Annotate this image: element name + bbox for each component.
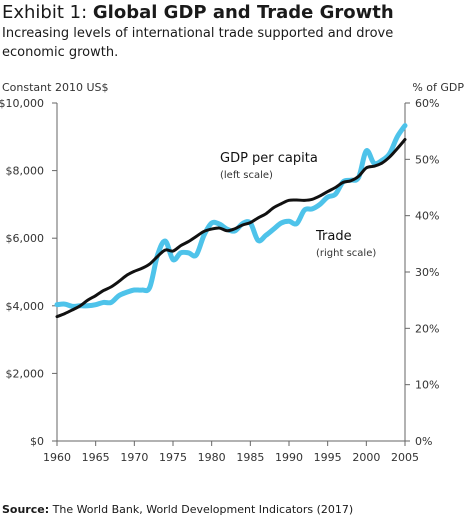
gdp-series-line (55, 138, 407, 319)
right-tick-label: 20% (415, 322, 439, 335)
chart-title: Exhibit 1: Global GDP and Trade Growth (2, 2, 394, 24)
right-tick-label: 50% (415, 153, 439, 166)
gdp-annotation: GDP per capita (left scale) (220, 151, 318, 181)
x-tick-label: 2000 (352, 451, 380, 464)
title-prefix: Exhibit 1: (2, 2, 93, 23)
x-tick-label: 1985 (236, 451, 264, 464)
x-tick-label: 1960 (43, 451, 71, 464)
x-tick-label: 1965 (82, 451, 110, 464)
right-tick-label: 40% (415, 210, 439, 223)
title-main: Global GDP and Trade Growth (92, 2, 394, 23)
left-tick-label: $8,000 (6, 165, 45, 178)
right-tick-label: 60% (415, 97, 439, 110)
left-tick-label: $4,000 (6, 300, 45, 313)
x-tick-label: 1970 (120, 451, 148, 464)
source-text: The World Bank, World Development Indica… (49, 503, 354, 516)
trade-series-note: (right scale) (316, 248, 376, 259)
right-tick-label: 10% (415, 379, 439, 392)
left-tick-label: $10,000 (0, 97, 44, 110)
trade-annotation: Trade (right scale) (315, 229, 376, 259)
left-tick-label: $6,000 (6, 232, 45, 245)
source-note: Source: The World Bank, World Developmen… (2, 503, 353, 517)
tick-labels: $10,000 $8,000 $6,000 $4,000 $2,000 $0 60% 50% 4… (0, 97, 439, 464)
gdp-series-label: GDP per capita (220, 151, 318, 166)
x-tick-label: 1990 (275, 451, 303, 464)
x-tick-label: 1995 (314, 451, 342, 464)
x-tick-label: 1975 (159, 451, 187, 464)
gdp-series-note: (left scale) (220, 170, 273, 181)
chart-subtitle: Increasing levels of international trade… (2, 26, 394, 60)
right-tick-label: 0% (415, 435, 432, 448)
right-tick-label: 30% (415, 266, 439, 279)
left-tick-label: $0 (30, 435, 44, 448)
right-axis-unit-label: % of GDP (412, 81, 464, 94)
x-tick-label: 2005 (391, 451, 419, 464)
axes-frame (52, 102, 410, 446)
x-tick-label: 1980 (198, 451, 226, 464)
trade-series-label: Trade (315, 229, 352, 244)
left-tick-label: $2,000 (6, 367, 45, 380)
source-label: Source: (2, 503, 50, 516)
left-axis-unit-label: Constant 2010 US$ (2, 81, 108, 94)
series-lines (54, 123, 408, 319)
